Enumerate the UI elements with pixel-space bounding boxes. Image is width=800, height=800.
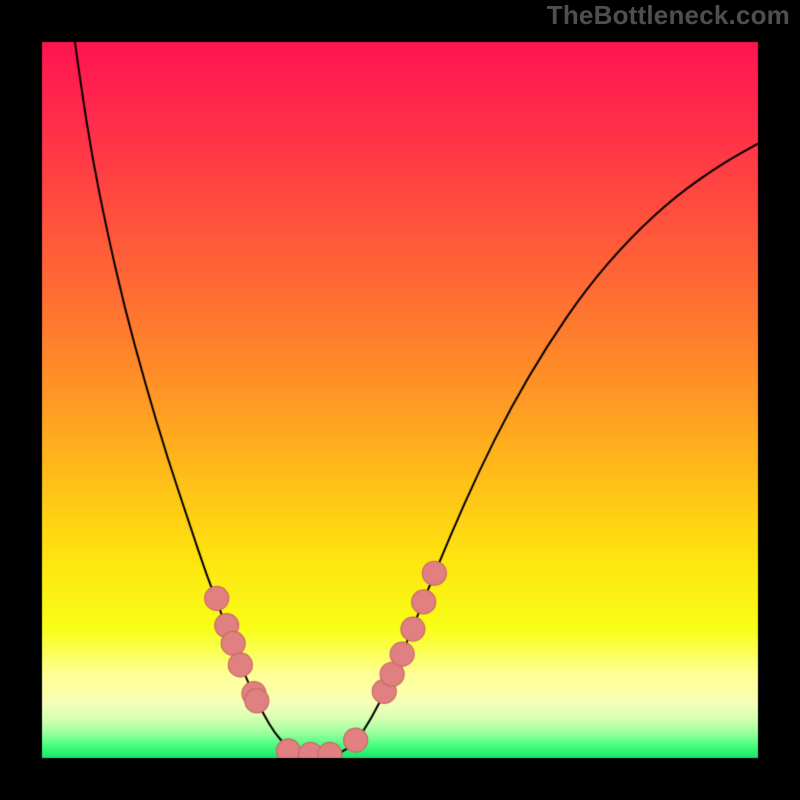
stage: TheBottleneck.com bbox=[0, 0, 800, 800]
chart-canvas bbox=[0, 0, 800, 800]
watermark-text: TheBottleneck.com bbox=[547, 0, 790, 31]
